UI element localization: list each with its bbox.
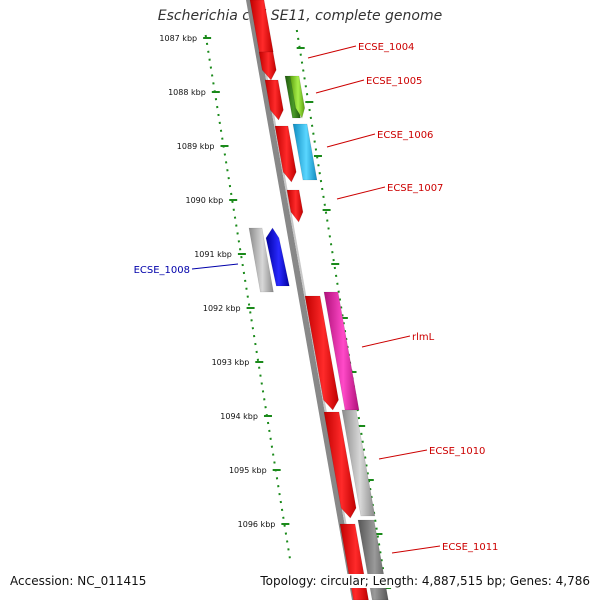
accession-text: Accession: NC_011415 — [10, 574, 147, 588]
ruler-tick-label: 1091 kbp — [194, 250, 232, 259]
gene-label-leader — [336, 186, 386, 200]
gene-label-rlml[interactable]: rlmL — [412, 332, 435, 343]
ruler-tick-label: 1094 kbp — [220, 412, 258, 421]
gene-label-ecse-1011[interactable]: ECSE_1011 — [442, 542, 498, 553]
genome-title: Escherichia coli SE11, complete genome — [157, 8, 443, 24]
gene-feature-gray-reverse — [248, 227, 274, 293]
ruler-tick-label: 1088 kbp — [168, 88, 206, 97]
gene-label-ecse-1005[interactable]: ECSE_1005 — [366, 76, 422, 87]
ruler-line-left — [204, 34, 292, 561]
gene-label-ecse-1010[interactable]: ECSE_1010 — [429, 446, 485, 457]
gene-feature-magenta — [323, 291, 360, 411]
gene-label-leader — [307, 45, 357, 59]
cds-feature — [323, 411, 357, 519]
genome-backbone — [246, 0, 358, 600]
gene-label-leader — [315, 79, 365, 94]
ruler-tick-label: 1095 kbp — [229, 466, 267, 475]
gene-label-ecse-1007[interactable]: ECSE_1007 — [387, 183, 443, 194]
gene-feature-blue — [265, 227, 290, 287]
cds-feature — [249, 0, 274, 53]
cds-feature — [274, 125, 297, 183]
ruler-tick-label: 1096 kbp — [238, 520, 276, 529]
gene-label-ecse-1004[interactable]: ECSE_1004 — [358, 42, 414, 53]
gene-feature-gray — [341, 409, 376, 517]
ruler-tick-label: 1093 kbp — [212, 358, 250, 367]
gene-feature-cyan — [292, 123, 318, 181]
gene-feature-green — [289, 75, 306, 119]
cds-feature — [264, 79, 284, 121]
ruler-tick-label: 1092 kbp — [203, 304, 241, 313]
ruler-tick-label: 1089 kbp — [177, 142, 215, 151]
cds-feature — [286, 189, 304, 223]
ruler-tick-label: 1090 kbp — [185, 196, 223, 205]
gene-label-leader — [378, 449, 428, 460]
cds-feature — [304, 295, 339, 411]
gene-label-ecse-1006[interactable]: ECSE_1006 — [377, 130, 433, 141]
ruler-tick-label: 1087 kbp — [159, 34, 197, 43]
gene-label-leader — [191, 263, 239, 270]
genome-summary-text: Topology: circular; Length: 4,887,515 bp… — [258, 574, 590, 588]
gene-label-leader — [326, 133, 376, 148]
cds-feature — [258, 51, 277, 81]
gene-label-leader — [361, 335, 411, 348]
gene-label-ecse-1008[interactable]: ECSE_1008 — [134, 265, 190, 276]
gene-label-leader — [391, 545, 441, 554]
